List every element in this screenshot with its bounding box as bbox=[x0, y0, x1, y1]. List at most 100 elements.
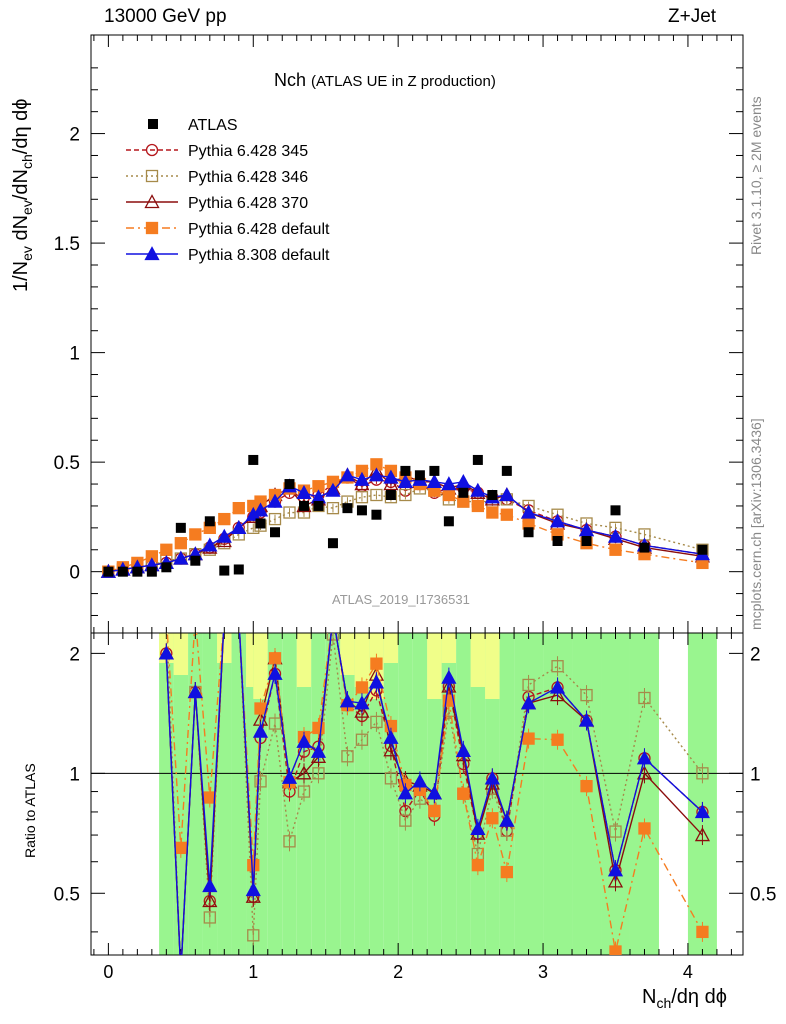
data-point bbox=[117, 566, 128, 577]
y-axis-label: 1/Nev dNev/dNch/dη dϕ bbox=[10, 98, 35, 292]
ratio-point bbox=[326, 610, 339, 622]
series-point bbox=[354, 471, 370, 486]
ratio-point bbox=[219, 611, 230, 622]
series-point bbox=[252, 502, 269, 517]
ratio-band-outer bbox=[173, 633, 189, 675]
ratio-tick-label: 0.5 bbox=[54, 884, 80, 905]
ratio-point bbox=[326, 610, 339, 622]
data-point bbox=[523, 527, 534, 538]
series-point bbox=[202, 537, 218, 552]
ratio-point bbox=[397, 785, 414, 800]
ratio-point bbox=[327, 611, 338, 622]
ratio-point bbox=[268, 717, 282, 730]
ratio-band bbox=[369, 633, 384, 955]
ratio-point bbox=[267, 665, 283, 680]
ratio-band bbox=[687, 633, 717, 955]
series-point bbox=[326, 501, 340, 515]
data-point bbox=[146, 566, 157, 577]
ratio-band-outer bbox=[470, 633, 486, 687]
ratio-point bbox=[175, 968, 186, 979]
series-point bbox=[397, 473, 414, 489]
data-point bbox=[284, 479, 295, 490]
ratio-band-outer bbox=[427, 633, 442, 699]
ratio-band bbox=[159, 633, 174, 955]
ratio-band bbox=[601, 633, 630, 955]
ratio-band bbox=[311, 633, 326, 955]
ratio-point bbox=[609, 945, 622, 955]
ratio-point bbox=[580, 780, 593, 793]
series-point bbox=[231, 519, 247, 535]
ratio-band bbox=[383, 633, 399, 955]
series-point bbox=[218, 512, 231, 526]
ratio-point bbox=[607, 873, 624, 888]
ratio-band-outer bbox=[383, 633, 399, 663]
data-point bbox=[385, 490, 396, 500]
ratio-point bbox=[247, 929, 260, 942]
legend-label: Pythia 6.428 345 bbox=[188, 143, 308, 160]
data-point bbox=[132, 566, 143, 577]
ratio-point bbox=[609, 825, 622, 838]
ratio-point bbox=[254, 702, 267, 715]
ratio-axis-label: Ratio to ATLAS bbox=[22, 763, 38, 858]
series-point bbox=[339, 467, 356, 482]
series-point bbox=[173, 550, 189, 565]
data-point bbox=[313, 500, 324, 511]
ratio-point bbox=[370, 657, 383, 670]
series-point bbox=[609, 543, 622, 556]
x-tick-label: 2 bbox=[393, 962, 403, 982]
ratio-point bbox=[202, 893, 218, 908]
ratio-point bbox=[296, 733, 312, 748]
ratio-point bbox=[202, 878, 218, 893]
ratio-band-outer bbox=[354, 633, 370, 687]
series-point bbox=[455, 473, 471, 489]
ratio-point bbox=[232, 610, 245, 622]
ratio-point bbox=[174, 841, 187, 855]
ratio-point bbox=[455, 742, 471, 757]
series-point bbox=[549, 513, 566, 528]
ratio-point bbox=[551, 733, 564, 746]
ratio-point bbox=[296, 765, 312, 780]
ratio-point bbox=[383, 729, 399, 744]
data-point bbox=[175, 522, 186, 533]
ratio-panel bbox=[158, 610, 711, 979]
data-point bbox=[342, 503, 353, 514]
ratio-tick-label: 1 bbox=[750, 764, 761, 785]
ratio-band bbox=[173, 633, 189, 955]
mcplots-label: mcplots.cern.ch [arXiv:1306.3436] bbox=[748, 418, 764, 630]
data-point bbox=[204, 516, 215, 527]
ratio-point bbox=[354, 703, 370, 718]
ratio-point bbox=[522, 678, 535, 692]
ratio-point bbox=[252, 723, 269, 738]
ratio-point bbox=[694, 804, 711, 819]
ratio-point bbox=[190, 611, 201, 622]
ratio-band-outer bbox=[296, 633, 312, 687]
ratio-band bbox=[231, 633, 247, 955]
ratio-point bbox=[355, 681, 369, 694]
series-point bbox=[216, 528, 232, 543]
ratio-point bbox=[297, 785, 311, 798]
ratio-point bbox=[327, 611, 338, 622]
x-tick-label: 4 bbox=[683, 962, 693, 982]
ratio-tick-label: 2 bbox=[69, 644, 80, 665]
data-point bbox=[219, 565, 230, 576]
series-point bbox=[267, 493, 283, 508]
ratio-point bbox=[245, 888, 261, 903]
data-point bbox=[414, 470, 425, 481]
data-point bbox=[639, 542, 650, 553]
ratio-point bbox=[696, 925, 709, 939]
ratio-point bbox=[233, 611, 244, 622]
legend-marker bbox=[144, 194, 160, 209]
y-tick-label: 1.5 bbox=[54, 234, 80, 255]
ratio-band bbox=[325, 633, 341, 955]
data-point bbox=[472, 454, 483, 465]
ratio-point bbox=[254, 775, 267, 788]
data-point bbox=[429, 465, 440, 476]
ratio-point bbox=[442, 694, 456, 707]
data-point bbox=[458, 487, 469, 498]
x-tick-label: 3 bbox=[538, 962, 548, 982]
ratio-band-outer bbox=[340, 633, 355, 675]
ratio-point bbox=[578, 712, 595, 727]
series-point bbox=[441, 476, 457, 491]
ratio-point bbox=[412, 773, 428, 788]
data-point bbox=[697, 544, 708, 555]
